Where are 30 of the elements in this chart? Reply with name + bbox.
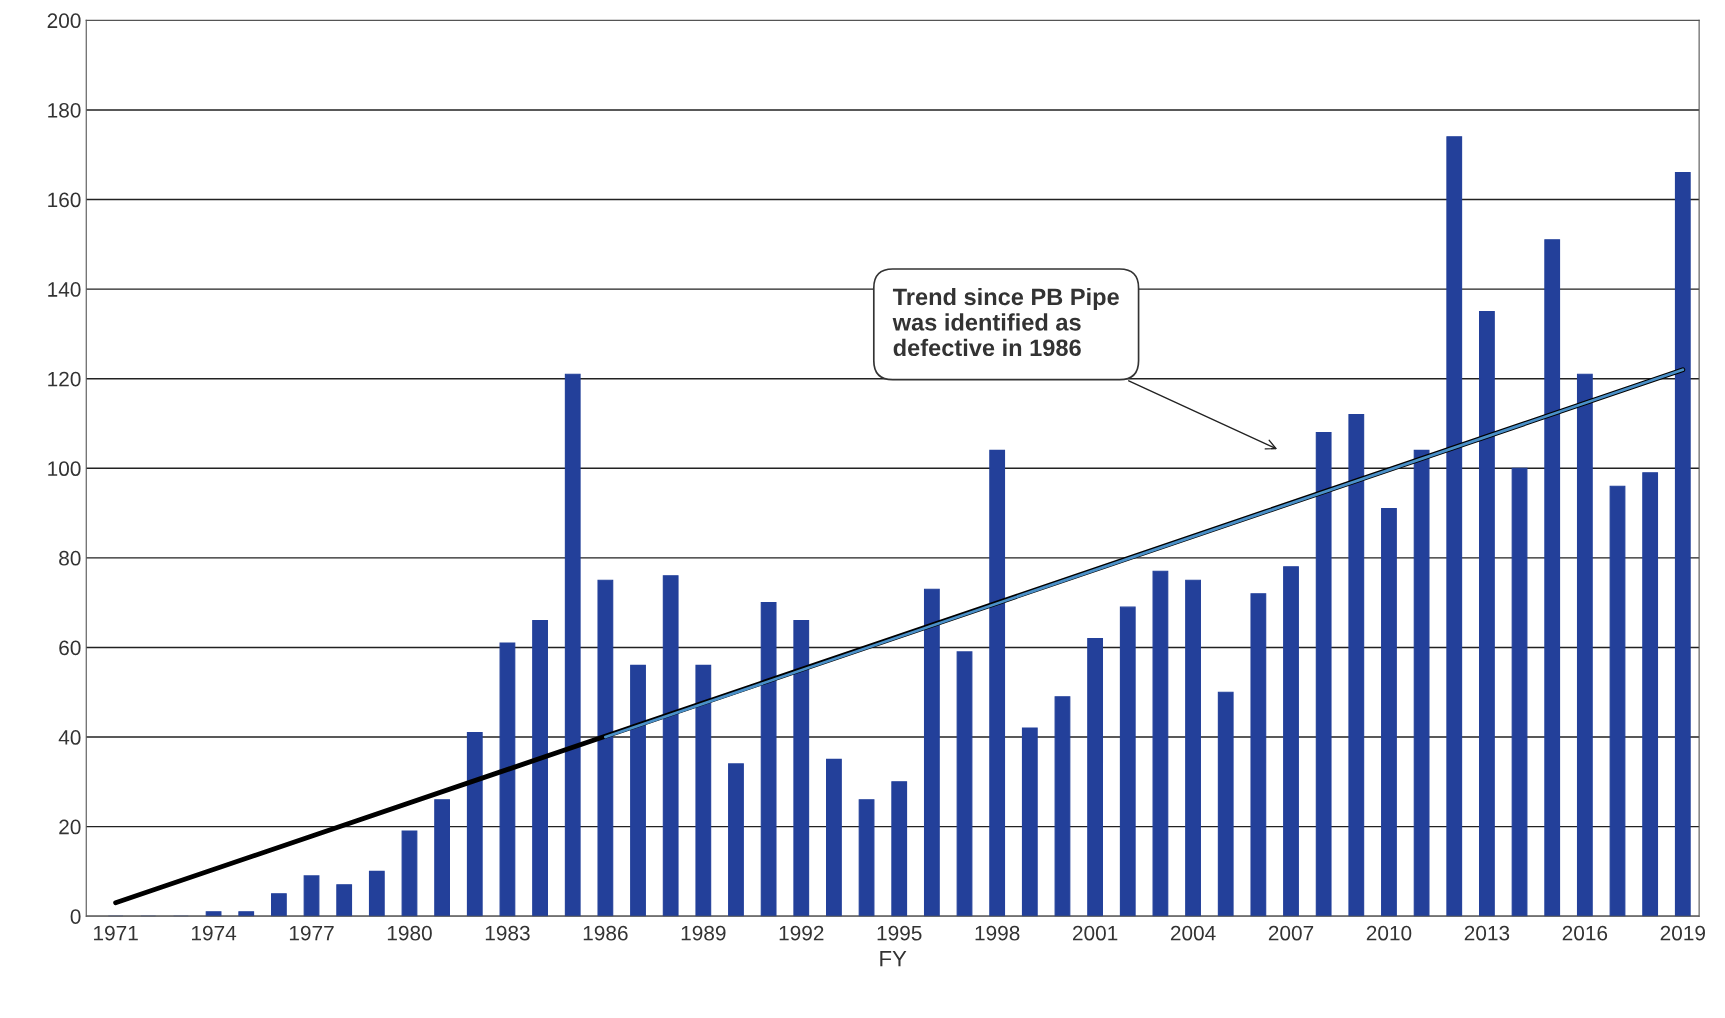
y-tick-label: 200: [47, 13, 81, 29]
x-tick-label: 2001: [1072, 925, 1118, 941]
x-tick-label: 2010: [1366, 925, 1412, 941]
y-tick-label: 100: [48, 461, 81, 477]
x-tick-label: 2019: [1660, 925, 1705, 941]
x-tick-label: 1983: [485, 925, 530, 941]
y-tick-label: 180: [48, 102, 81, 118]
x-tick-label: 1989: [681, 925, 726, 941]
y-tick-label: 60: [59, 640, 81, 656]
x-tick-label: 2004: [1170, 925, 1216, 941]
y-tick-label: 120: [48, 371, 81, 387]
x-tick-label: 1980: [387, 925, 432, 941]
x-tick-label: 1992: [779, 925, 824, 941]
y-tick-label: 160: [48, 192, 81, 208]
y-tick-label: 20: [59, 819, 81, 835]
x-tick-label: 2007: [1268, 925, 1314, 941]
x-tick-label: 1995: [877, 925, 922, 941]
x-tick-label: 1977: [289, 925, 334, 941]
x-tick-label: 1986: [583, 925, 628, 941]
x-axis-title: FY: [880, 951, 907, 967]
x-tick-label: 1998: [975, 925, 1020, 941]
y-tick-label: 0: [70, 909, 81, 924]
y-tick-label: 140: [48, 282, 81, 297]
y-tick-label: 80: [59, 550, 81, 566]
y-tick-label: 40: [58, 730, 81, 745]
x-tick-label: 1971: [94, 925, 138, 941]
x-tick-label: 2013: [1464, 925, 1510, 941]
x-tick-label: 1974: [192, 925, 237, 941]
annotation: Trend since PB Pipe was identified as defective in 1986: [892, 287, 1119, 357]
x-tick-label: 2016: [1562, 925, 1608, 941]
